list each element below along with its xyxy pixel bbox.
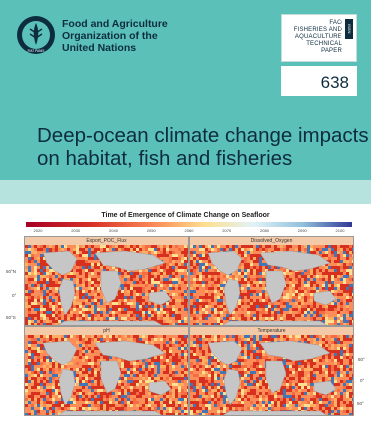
colorbar-tick-label: 2070: [222, 228, 232, 233]
land-mass: [100, 360, 122, 394]
colorbar-tick-label: 2060: [184, 228, 194, 233]
panel-label: pH: [25, 327, 188, 335]
left-axis-label: 50°N: [6, 269, 17, 274]
publisher-line: United Nations: [62, 42, 137, 54]
map-panels: Export_POC_Flux Dissolved_Oxygen pH Temp…: [24, 236, 354, 416]
land-mass: [94, 250, 166, 272]
colorbar-tick-label: 2040: [109, 228, 118, 233]
land-mass: [265, 270, 287, 304]
series-number: 638: [320, 73, 349, 92]
land-mass: [265, 360, 287, 394]
colorbar-tick-label: 2020: [33, 228, 43, 233]
publication-title: Deep-ocean climate change impacts on hab…: [37, 124, 369, 170]
title-line: Deep-ocean climate change impacts: [37, 124, 369, 147]
land-mass: [313, 290, 337, 306]
colorbar-tick-label: 2090: [297, 228, 307, 233]
fao-emblem-icon: FIAT PANIS: [17, 16, 55, 54]
ocean-map: [190, 335, 353, 415]
land-mass: [223, 368, 241, 406]
land-mass: [259, 340, 331, 362]
colorbar-tick-label: 2030: [71, 228, 81, 233]
right-axis-label: 50°: [357, 401, 364, 406]
publisher-line: Organization of the: [62, 30, 158, 42]
publisher-name: Food and Agriculture Organization of the…: [62, 18, 168, 54]
series-label: FAO FISHERIES AND AQUACULTURE TECHNICAL …: [294, 20, 342, 55]
land-mass: [42, 250, 78, 276]
land-mass: [148, 290, 172, 306]
series-line: PAPER: [321, 48, 342, 54]
land-mass: [223, 278, 241, 316]
colorbar-ticks: 2020 2030 2040 2050 2060 2070 2080 2090 2100: [26, 228, 352, 234]
colorbar-tick-label: 2050: [146, 228, 156, 233]
ocean-map: [190, 245, 353, 325]
land-mass: [148, 380, 172, 396]
series-block: FAO FISHERIES AND AQUACULTURE TECHNICAL …: [281, 14, 357, 96]
left-axis-label: 0°: [12, 293, 17, 298]
issn-tag: ISSN 2070-7010: [339, 19, 353, 39]
publisher-line: Food and Agriculture: [62, 18, 168, 30]
right-axis-label: 50°: [358, 357, 365, 362]
land-mass: [94, 340, 166, 362]
colorbar-tick-label: 2080: [260, 228, 269, 233]
land-mass: [57, 410, 163, 415]
ocean-map: [25, 335, 188, 415]
title-line: on habitat, fish and fisheries: [37, 147, 293, 170]
panel-dissolved-oxygen: Dissolved_Oxygen: [189, 236, 354, 326]
panel-export-poc-flux: Export_POC_Flux: [24, 236, 189, 326]
cover-band: [0, 180, 371, 204]
land-mass: [100, 270, 122, 304]
series-number-box: 638: [281, 66, 357, 96]
right-axis-label: 0°: [360, 378, 365, 383]
land-mass: [207, 340, 243, 366]
logo-motto: FIAT PANIS: [28, 49, 45, 53]
panel-label: Export_POC_Flux: [25, 237, 188, 245]
panel-label: Dissolved_Oxygen: [190, 237, 353, 245]
land-mass: [259, 250, 331, 272]
figure-title: Time of Emergence of Climate Change on S…: [101, 212, 270, 219]
land-mass: [222, 410, 328, 415]
left-axis-label: 50°S: [6, 315, 16, 320]
series-line: FAO: [329, 20, 342, 26]
ocean-map: [25, 245, 188, 325]
panel-label: Temperature: [190, 327, 353, 335]
land-mass: [313, 380, 337, 396]
panel-temperature: Temperature: [189, 326, 354, 416]
series-label-box: FAO FISHERIES AND AQUACULTURE TECHNICAL …: [281, 14, 357, 62]
land-mass: [42, 340, 78, 366]
colorbar: [26, 222, 352, 227]
colorbar-tick-label: 2100: [335, 228, 345, 233]
panel-ph: pH: [24, 326, 189, 416]
land-mass: [58, 368, 76, 406]
series-line: FISHERIES AND: [293, 27, 342, 33]
land-mass: [58, 278, 76, 316]
land-mass: [207, 250, 243, 276]
land-mass: [57, 320, 163, 325]
series-line: TECHNICAL: [306, 41, 342, 47]
land-mass: [222, 320, 328, 325]
series-line: AQUACULTURE: [294, 34, 342, 40]
